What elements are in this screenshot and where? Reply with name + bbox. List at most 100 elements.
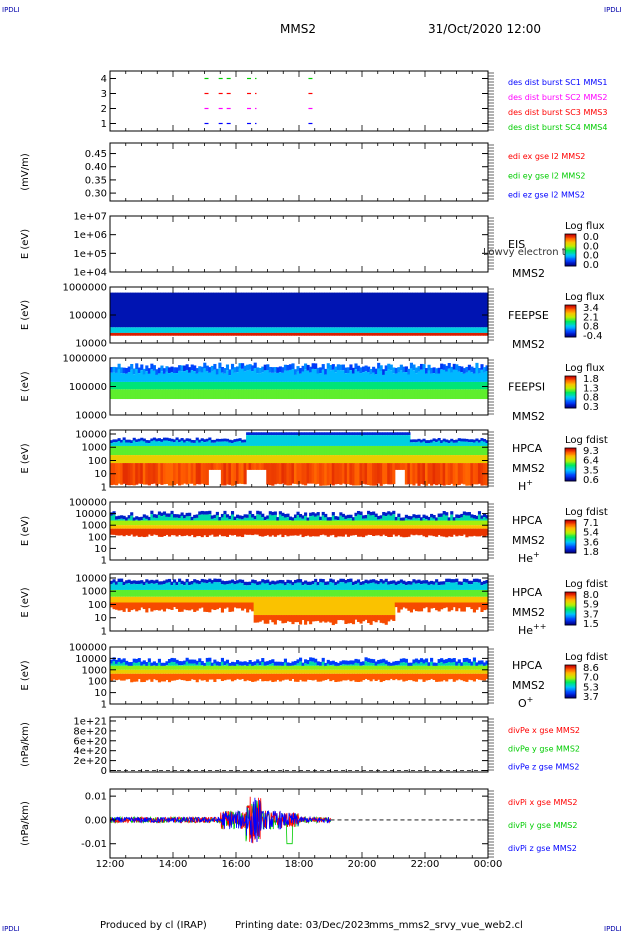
- colorbar-tick-label: 5.9: [583, 600, 599, 611]
- colorbar-cell: [565, 251, 576, 254]
- y-tick-label: 8e+20: [73, 726, 107, 737]
- colorbar-cell: [565, 546, 576, 548]
- colorbar-cell: [565, 321, 576, 323]
- colorbar-cell: [565, 529, 576, 532]
- legend-entry: des dist burst SC1 MMS1: [508, 78, 607, 87]
- colorbar-cell: [565, 678, 576, 681]
- panel-divpe-frame: [109, 716, 489, 773]
- y-tick-label: 1e+06: [73, 230, 107, 241]
- colorbar-cell: [565, 540, 576, 543]
- y-tick-label: 1e+05: [73, 249, 107, 260]
- colorbar-cell: [565, 688, 576, 691]
- spectrogram-hpca_he: [110, 510, 489, 538]
- colorbar-cell: [565, 448, 576, 450]
- colorbar-cell: [565, 592, 576, 594]
- y-tick-label: 10000: [75, 339, 107, 350]
- colorbar-cell: [565, 247, 576, 250]
- y-tick-label: 1: [101, 700, 107, 711]
- instrument-label: EIS: [508, 238, 525, 251]
- colorbar-cell: [565, 461, 576, 464]
- colorbar-cell: [565, 468, 576, 471]
- legend-entry: divPe x gse MMS2: [508, 726, 580, 735]
- panel-eis-frame: [109, 215, 489, 273]
- colorbar-cell: [565, 264, 576, 267]
- colorbar-cell: [565, 306, 576, 309]
- panel-edi-frame: [109, 142, 489, 202]
- colorbar-cell: [565, 244, 576, 247]
- colorbar-cell: [565, 331, 576, 334]
- y-tick-label: 1e+04: [73, 268, 107, 279]
- colorbar-tick-label: 8.6: [583, 663, 599, 674]
- y-tick-label: 1000: [82, 443, 107, 454]
- y-tick-label: -0.01: [81, 839, 107, 850]
- colorbar-cell: [565, 307, 576, 310]
- colorbar-cell: [565, 596, 576, 598]
- y-tick-label: 10000: [75, 429, 107, 440]
- colorbar-title: Log flux: [565, 363, 605, 374]
- colorbar-cell: [565, 394, 576, 397]
- colorbar-cell: [565, 537, 576, 540]
- colorbar-cell: [565, 471, 576, 474]
- instrument-label: HPCA: [512, 442, 543, 455]
- y-tick-label: 10000: [75, 654, 107, 665]
- footer-producer: Produced by cl (IRAP): [100, 920, 207, 931]
- colorbar-cell: [565, 551, 576, 554]
- colorbar-title: Log fdist: [565, 435, 608, 446]
- colorbar-cell: [565, 330, 576, 333]
- colorbar-cell: [565, 318, 576, 321]
- colorbar-frame: [564, 591, 577, 626]
- colorbar-cell: [565, 389, 576, 392]
- colorbar-tick-label: 3.7: [583, 692, 599, 703]
- footer-filename: mms_mms2_srvy_vue_web2.cl: [369, 920, 523, 931]
- colorbar-cell: [565, 533, 576, 536]
- y-tick-label: 10: [94, 469, 107, 480]
- y-tick-label: 100: [88, 456, 107, 467]
- colorbar-cell: [565, 453, 576, 456]
- colorbar-cell: [565, 250, 576, 252]
- corner-mark-top-left: IPDLI: [2, 6, 20, 14]
- colorbar-cell: [565, 325, 576, 327]
- legend-entry: edi ex gse l2 MMS2: [508, 152, 585, 161]
- legend-entry: des dist burst SC3 MMS3: [508, 108, 607, 117]
- colorbar-cell: [565, 333, 576, 335]
- colorbar-cell: [565, 252, 576, 255]
- legend-entry: divPe z gse MMS2: [508, 763, 579, 772]
- colorbar-cell: [565, 384, 576, 386]
- colorbar-cell: [565, 597, 576, 600]
- y-tick-label: 3: [101, 89, 107, 100]
- y-tick-label: 1e+21: [73, 716, 107, 727]
- colorbar-cell: [565, 593, 576, 596]
- colorbar-cell: [565, 542, 576, 544]
- y-tick-label: 1000: [82, 521, 107, 532]
- colorbar-cell: [565, 238, 576, 240]
- colorbar-cell: [565, 310, 576, 313]
- instrument-label: MMS2: [512, 462, 545, 475]
- y-tick-label: 4e+20: [73, 746, 107, 757]
- colorbar-cell: [565, 234, 576, 236]
- colorbar-cell: [565, 329, 576, 331]
- colorbar-tick-label: 0.0: [583, 260, 599, 271]
- colorbar-tick-label: 0.0: [583, 251, 599, 262]
- colorbar-cell: [565, 681, 576, 684]
- colorbar-tick-label: 0.8: [583, 393, 599, 404]
- legend-entry: divPi y gse MMS2: [508, 821, 577, 830]
- colorbar-cell: [565, 243, 576, 246]
- y-tick-label: 4: [101, 74, 107, 85]
- colorbar-cell: [565, 520, 576, 522]
- colorbar-cell: [565, 258, 576, 260]
- colorbar-cell: [565, 528, 576, 531]
- y-tick-label: 0.30: [85, 189, 107, 200]
- colorbar-frame: [564, 304, 577, 338]
- colorbar-cell: [565, 236, 576, 239]
- colorbar-tick-label: 0.3: [583, 402, 599, 413]
- footer-print-date: Printing date: 03/Dec/2023: [235, 920, 371, 931]
- instrument-label: HPCA: [512, 586, 543, 599]
- colorbar-cell: [565, 607, 576, 609]
- colorbar-cell: [565, 322, 576, 325]
- colorbar-cell: [565, 404, 576, 406]
- colorbar-cell: [565, 696, 576, 699]
- y-tick-label: 0.00: [85, 815, 107, 826]
- colorbar-cell: [565, 601, 576, 604]
- colorbar-cell: [565, 691, 576, 693]
- instrument-label: FEEPSI: [508, 381, 545, 394]
